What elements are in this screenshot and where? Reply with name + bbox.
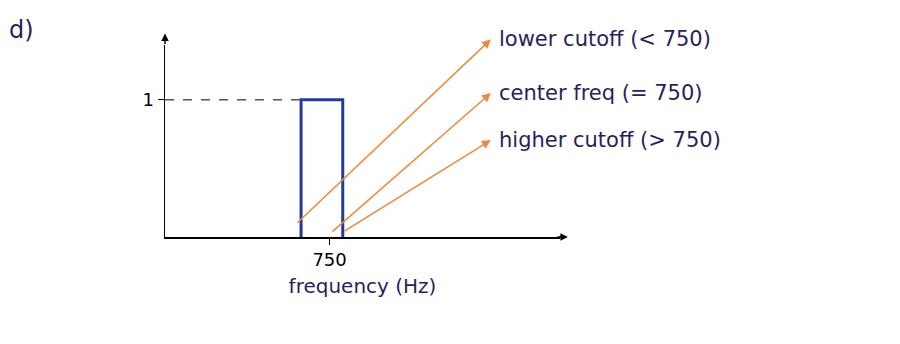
- svg-text:higher cutoff (> 750): higher cutoff (> 750): [499, 128, 721, 152]
- svg-text:750: 750: [312, 249, 346, 270]
- svg-text:frequency (Hz): frequency (Hz): [289, 274, 437, 298]
- svg-text:center freq (= 750): center freq (= 750): [499, 81, 702, 105]
- svg-text:1: 1: [142, 89, 153, 110]
- svg-text:lower cutoff (< 750): lower cutoff (< 750): [499, 27, 711, 51]
- svg-text:d): d): [9, 16, 34, 44]
